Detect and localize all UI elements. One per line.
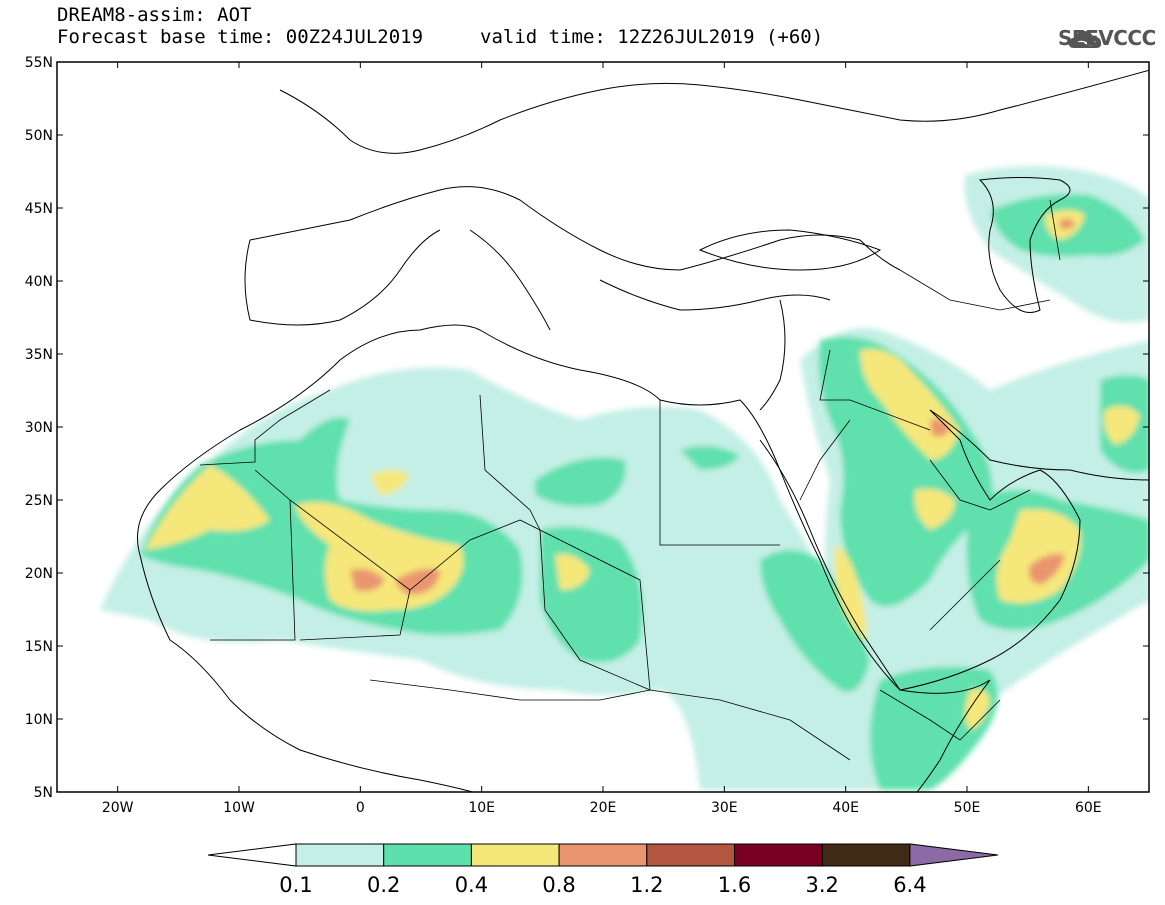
aot-contour-0.4-redsea (834, 545, 867, 640)
colorbar-level-label: 0.4 (455, 873, 488, 897)
northern-europe (279, 69, 1149, 154)
aot-contour-0.8-niger-east (395, 568, 440, 595)
colorbar-level-label: 0.2 (367, 873, 400, 897)
colorbar-level-label: 0.8 (542, 873, 575, 897)
colorbar: 0.1 0.2 0.4 0.8 1.2 1.6 3.2 6.4 (207, 843, 998, 897)
aot-contour-0.8-caspian (1060, 218, 1075, 230)
lat-tick-label: 30N (25, 420, 53, 436)
caspian (978, 177, 1071, 313)
lat-tick-label: 10N (25, 712, 53, 728)
lat-tick-label: 20N (25, 566, 53, 582)
aot-contour-0.4-mauritania (145, 465, 270, 550)
arabia-coast (759, 409, 1081, 691)
lat-tick-label: 55N (25, 55, 53, 71)
forecast-base-time: Forecast base time: 00Z24JUL2019 (57, 26, 424, 48)
colorbar-level-label: 1.6 (718, 873, 751, 897)
greece-turkey (599, 279, 831, 311)
coastlines (137, 69, 1149, 792)
lon-tick-label: 10W (223, 800, 255, 816)
levant (759, 299, 786, 411)
lat-ticks: 5N 10N 15N 20N 25N 30N 35N 40N 45N 50N 55N (25, 55, 1149, 801)
colorbar-level-label: 3.2 (805, 873, 838, 897)
aot-field (100, 166, 1149, 790)
colorbar-swatch (295, 843, 385, 867)
lon-tick-label: 60E (1075, 800, 1102, 816)
black-sea (698, 229, 882, 271)
lon-tick-label: 0 (356, 800, 365, 816)
colorbar-swatch (821, 843, 911, 867)
aot-contour-0.4-iran (1103, 406, 1140, 445)
aot-contour-0.2-redsea (760, 550, 870, 692)
colorbar-low-triangle (207, 843, 297, 867)
lon-tick-label: 50E (954, 800, 981, 816)
lat-tick-label: 35N (25, 347, 53, 363)
logo-text: SEEVCCC (1058, 26, 1156, 50)
lat-tick-label: 40N (25, 274, 53, 290)
aot-contour-0.2-libya (535, 457, 626, 507)
colorbar-swatch (734, 843, 823, 867)
iberia (244, 229, 441, 326)
aot-contour-0.8-oman (1028, 553, 1065, 585)
lon-tick-label: 10E (468, 800, 495, 816)
cloud-logo-icon (1068, 31, 1102, 48)
aot-contour-0.4-chad (555, 554, 590, 590)
lon-ticks: 20W 10W 0 10E 20E 30E 40E 50E 60E (102, 62, 1102, 816)
colorbar-high-triangle (909, 843, 998, 867)
lon-tick-label: 40E (832, 800, 859, 816)
lon-tick-label: 30E (711, 800, 738, 816)
lat-tick-label: 45N (25, 201, 53, 217)
colorbar-swatch (646, 843, 735, 867)
colorbar-level-label: 6.4 (893, 873, 926, 897)
westafrica-coast (139, 554, 475, 792)
aot-contour-0.4-oman (996, 509, 1081, 604)
aot-contour-0.4-somalia (965, 688, 990, 730)
africa-coast (137, 324, 991, 792)
europe-coast (249, 186, 901, 271)
lon-tick-label: 20E (590, 800, 617, 816)
aot-contour-0.8-kuwait (930, 418, 950, 437)
colorbar-level-label: 1.2 (630, 873, 663, 897)
gulf-iran (929, 409, 1149, 481)
colorbar-level-label: 0.1 (279, 873, 312, 897)
lat-tick-label: 5N (34, 785, 53, 801)
aot-contour-0.2-somalia (870, 666, 998, 790)
lat-tick-label: 25N (25, 493, 53, 509)
aot-contour-0.4-saudi (914, 488, 955, 530)
chart-title: DREAM8-assim: AOT (57, 4, 252, 26)
italy (469, 229, 551, 331)
valid-time: valid time: 12Z26JUL2019 (+60) (480, 26, 824, 48)
aot-contour-0.8-niger (350, 568, 385, 592)
borders (199, 199, 1061, 761)
colorbar-swatch (558, 843, 648, 867)
colorbar-swatch (470, 843, 560, 867)
lat-tick-label: 15N (25, 639, 53, 655)
aot-contour-0.2-egypt (680, 446, 740, 470)
aot-contour-0.4-algeria (370, 470, 410, 495)
lat-tick-label: 50N (25, 128, 53, 144)
lon-tick-label: 20W (102, 800, 134, 816)
colorbar-swatch (383, 843, 472, 867)
